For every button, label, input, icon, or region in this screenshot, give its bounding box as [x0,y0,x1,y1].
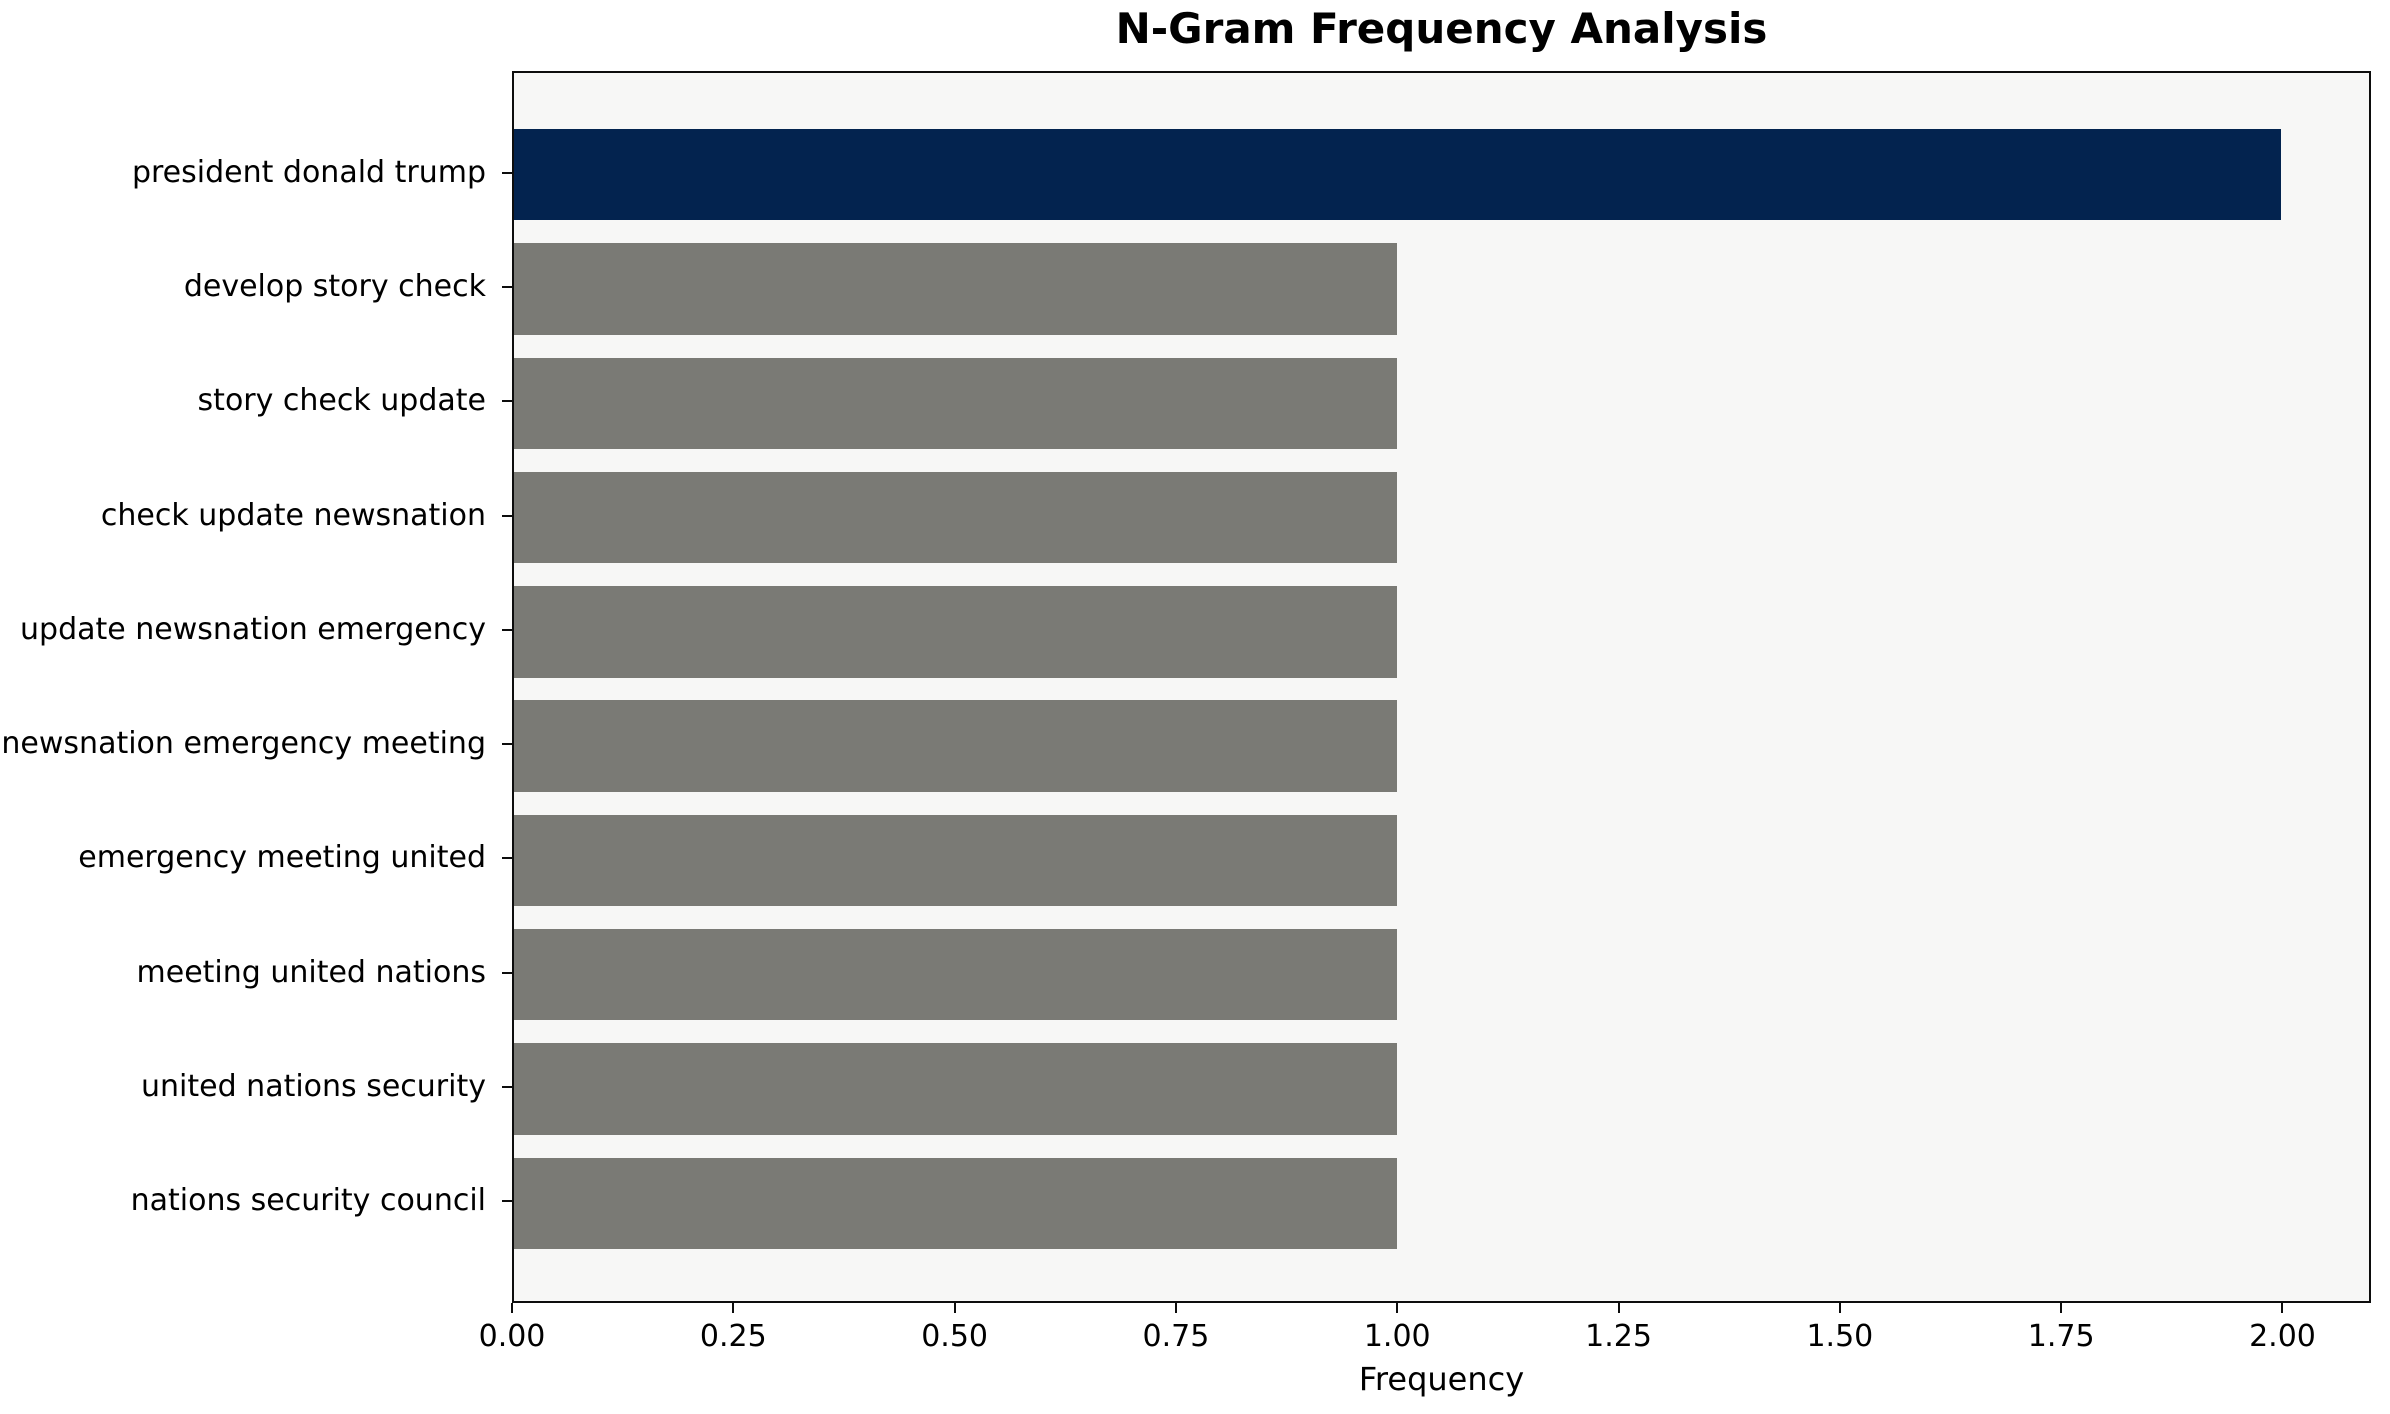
x-tick-mark [732,1303,735,1313]
y-tick-mark [502,171,512,174]
bar-newsnation-emergency-meeting [514,700,1398,792]
plot-area [512,71,2371,1303]
x-tick-mark [2060,1303,2063,1313]
x-tick-mark [1396,1303,1399,1313]
y-tick-label: meeting united nations [136,954,486,990]
y-tick-label: check update newsnation [100,497,486,533]
y-tick-mark [502,286,512,288]
x-tick-label: 0.25 [699,1319,767,1354]
y-tick-mark [502,400,512,403]
y-tick-label: emergency meeting united [78,840,486,876]
bar-story-check-update [514,357,1398,449]
y-tick-mark [502,1200,512,1203]
y-tick-label: develop story check [183,269,486,304]
y-tick-label: united nations security [141,1069,486,1104]
y-tick-mark [502,743,512,746]
y-tick-label: president donald trump [131,154,486,190]
bar-nations-security-council [514,1157,1398,1249]
x-tick-label: 1.75 [2027,1319,2095,1354]
bar-emergency-meeting-united [514,814,1398,907]
y-tick-label: nations security council [130,1183,486,1219]
x-tick-label: 1.25 [1585,1319,1652,1354]
chart-title: N-Gram Frequency Analysis [1115,4,1768,53]
x-tick-label: 1.50 [1806,1319,1874,1354]
bar-check-update-newsnation [514,471,1398,564]
x-tick-mark [511,1303,513,1313]
x-tick-label: 0.50 [921,1319,989,1354]
y-tick-mark [502,514,512,517]
y-tick-label: update newsnation emergency [20,611,486,647]
bar-meeting-united-nations [514,929,1398,1021]
x-tick-mark [2281,1303,2284,1313]
bar-united-nations-security [514,1043,1398,1135]
x-tick-mark [1617,1303,1620,1313]
bar-develop-story-check [514,243,1398,335]
x-tick-mark [953,1303,956,1313]
y-tick-label: story check update [197,383,486,419]
x-axis-title: Frequency [1358,1360,1525,1398]
y-tick-mark [502,1086,512,1088]
x-tick-mark [1838,1303,1841,1313]
y-tick-mark [502,971,512,974]
x-tick-mark [1174,1303,1177,1313]
x-tick-label: 1.00 [1363,1319,1431,1354]
x-tick-label: 0.75 [1142,1319,1210,1354]
y-tick-label: newsnation emergency meeting [1,726,486,762]
x-tick-label: 0.00 [478,1319,546,1354]
x-tick-label: 2.00 [2249,1319,2316,1354]
y-tick-mark [502,857,512,860]
bar-president-donald-trump [514,129,2281,221]
bar-update-newsnation-emergency [514,586,1398,678]
y-axis-labels: president donald trump develop story chec… [0,71,486,1303]
y-tick-mark [502,628,512,631]
